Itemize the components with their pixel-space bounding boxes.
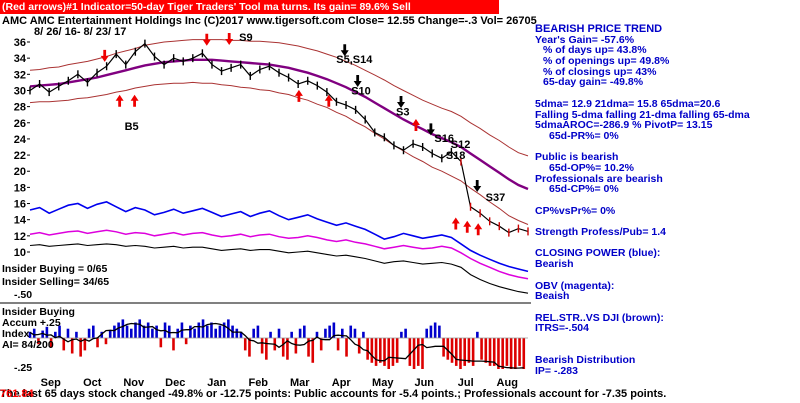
stat-line-27: REL.STR..VS DJI (brown): xyxy=(535,311,664,324)
svg-text:18: 18 xyxy=(14,182,26,194)
stat-line-5: 65-day gain= -49.8% xyxy=(543,76,644,89)
svg-text:Apr: Apr xyxy=(332,377,352,389)
svg-text:Aug: Aug xyxy=(497,377,518,389)
svg-text:22: 22 xyxy=(14,150,26,162)
svg-text:32: 32 xyxy=(14,69,26,81)
stat-line-26 xyxy=(535,302,799,313)
svg-text:Dec: Dec xyxy=(165,377,185,389)
stat-line-14: Professionals are bearish xyxy=(535,172,663,185)
stat-line-3: % of openings up= 49.8% xyxy=(543,55,670,68)
stat-line-4: % of closings up= 43% xyxy=(543,65,657,78)
stat-line-1: Year's Gain= -57.6% xyxy=(535,33,635,46)
stats-panel: BEARISH PRICE TREND Year's Gain= -57.6%% … xyxy=(535,24,799,377)
indicator-banner: (Red arrows)#1 Indicator=50-day Tiger Tr… xyxy=(0,0,499,14)
footer-red-value: 761.84 xyxy=(0,388,34,400)
svg-text:12: 12 xyxy=(14,231,26,243)
stat-line-31: Bearish Distribution xyxy=(535,354,636,367)
svg-text:24: 24 xyxy=(14,134,27,146)
accum-index-title: Index xyxy=(2,328,30,340)
stat-line-32: IP= -.283 xyxy=(535,365,578,377)
svg-text:Feb: Feb xyxy=(248,377,268,389)
svg-text:S18: S18 xyxy=(446,150,466,162)
svg-text:Sep: Sep xyxy=(41,377,61,389)
stat-line-12: Public is bearish xyxy=(535,151,619,164)
stat-line-19: Strength Profess/Pub= 1.4 xyxy=(535,226,666,239)
svg-text:S9: S9 xyxy=(239,32,252,44)
svg-text:14: 14 xyxy=(14,215,27,227)
svg-text:30: 30 xyxy=(14,85,26,97)
svg-text:S37: S37 xyxy=(486,192,506,204)
stat-line-21: CLOSING POWER (blue): xyxy=(535,247,661,260)
svg-text:S5,S14: S5,S14 xyxy=(336,54,373,66)
svg-text:S10: S10 xyxy=(351,85,371,97)
ai-value: AI= 84/200 xyxy=(2,339,54,351)
scale-minus-50: -.50 xyxy=(14,289,33,301)
svg-text:S3: S3 xyxy=(396,106,409,118)
svg-text:B5: B5 xyxy=(125,121,139,133)
stat-line-22: Bearish xyxy=(535,258,574,271)
svg-text:Jan: Jan xyxy=(207,377,226,389)
stat-line-15: 65d-CP%= 0% xyxy=(549,183,619,196)
svg-text:16: 16 xyxy=(14,199,26,211)
svg-text:10: 10 xyxy=(14,247,26,259)
indicator-banner-text: (Red arrows)#1 Indicator=50-day Tiger Tr… xyxy=(2,1,411,13)
date-range: 8/ 26/ 16- 8/ 23/ 17 xyxy=(34,26,127,38)
accum-scale-plus-25: Accum +.25 xyxy=(2,317,61,329)
stat-line-17: CP%vsPr%= 0% xyxy=(535,204,616,217)
svg-text:Jul: Jul xyxy=(458,377,474,389)
stat-line-8: Falling 5-dma falling 21-dma falling 65-… xyxy=(535,108,750,121)
stat-line-25: Beaish xyxy=(535,290,570,303)
svg-text:Jun: Jun xyxy=(414,377,434,389)
svg-text:Oct: Oct xyxy=(83,377,102,389)
stat-line-13: 65d-OP%= 10.2% xyxy=(549,161,634,174)
svg-text:S12: S12 xyxy=(451,139,471,151)
svg-text:34: 34 xyxy=(14,53,27,65)
accum-scale-minus-25: -.25 xyxy=(14,362,33,374)
stat-line-23 xyxy=(535,270,799,281)
stat-line-0: BEARISH PRICE TREND xyxy=(535,23,663,35)
ticker-header: AMC AMC Entertainment Holdings Inc (C)20… xyxy=(2,15,537,27)
svg-text:Mar: Mar xyxy=(290,377,310,389)
stat-line-2: % of days up= 43.8% xyxy=(543,44,647,57)
insider-buying-count: Insider Buying = 0/65 xyxy=(2,263,108,275)
svg-text:S16: S16 xyxy=(434,133,454,145)
stat-line-9: 5dmaAROC=-286.9 % PivotP= 13.15 xyxy=(535,119,713,132)
insider-selling-count: Insider Selling= 34/65 xyxy=(2,276,110,288)
stat-line-7: 5dma= 12.9 21dma= 15.8 65dma=20.6 xyxy=(535,97,721,110)
svg-text:26: 26 xyxy=(14,118,26,130)
stat-line-10: 65d-PR%= 0% xyxy=(549,129,619,142)
stat-line-29 xyxy=(535,334,799,345)
insider-buying-title: Insider Buying xyxy=(2,306,75,318)
footer-summary: The last 65 days stock changed -49.8% or… xyxy=(0,388,667,400)
svg-text:36: 36 xyxy=(14,37,26,49)
svg-text:20: 20 xyxy=(14,166,26,178)
svg-text:28: 28 xyxy=(14,102,26,114)
svg-text:Nov: Nov xyxy=(123,377,145,389)
stat-line-28: ITRS=-.504 xyxy=(535,322,589,335)
stat-line-24: OBV (magenta): xyxy=(535,279,615,292)
svg-text:May: May xyxy=(372,377,394,389)
